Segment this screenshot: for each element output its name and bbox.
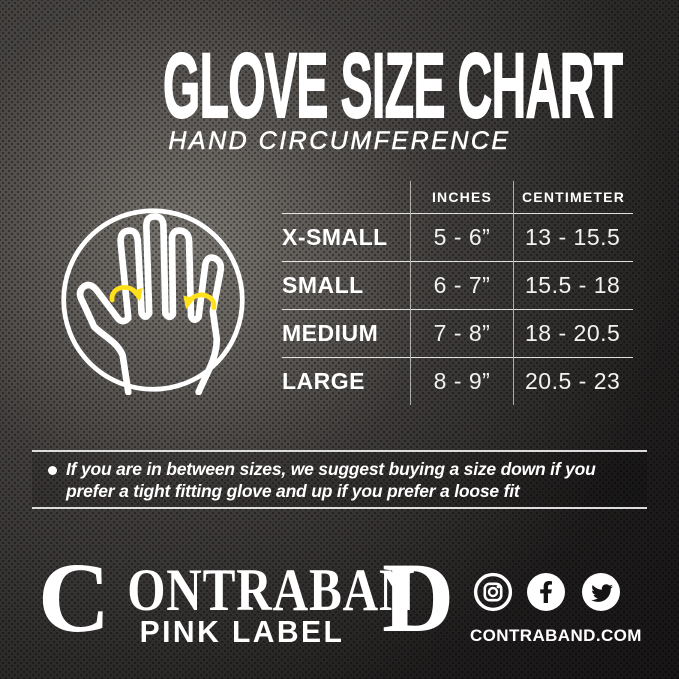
- facebook-icon: [527, 573, 565, 611]
- row-large-cm: 20.5 - 23: [513, 357, 633, 405]
- row-large-inches: 8 - 9”: [410, 357, 513, 405]
- logo-word-ontraban: ONTRABAN: [127, 557, 416, 623]
- logo-letter-d: D: [382, 542, 455, 653]
- website-url: CONTRABAND.COM: [470, 626, 642, 645]
- row-large-label: LARGE: [282, 357, 410, 405]
- row-xsmall-inches: 5 - 6”: [410, 213, 513, 261]
- circle-outline: [61, 208, 245, 392]
- row-medium-label: MEDIUM: [282, 309, 410, 357]
- social-icons: [473, 572, 620, 612]
- table-header-centimeter: CENTIMETER: [513, 181, 633, 213]
- table-header-inches: INCHES: [410, 181, 513, 213]
- row-small-inches: 6 - 7”: [410, 261, 513, 309]
- row-xsmall-label: X-SMALL: [282, 213, 410, 261]
- row-medium-inches: 7 - 8”: [410, 309, 513, 357]
- right-measure-arrow-icon: [183, 292, 217, 310]
- hand-circumference-icon: [61, 208, 245, 395]
- sizing-note-line1: If you are in between sizes, we suggest …: [66, 459, 596, 479]
- contraband-logo: C ONTRABAN PINK LABEL D: [38, 548, 454, 650]
- logo-middle-block: ONTRABAN PINK LABEL: [102, 557, 416, 650]
- row-medium-cm: 18 - 20.5: [513, 309, 633, 357]
- twitter-icon: [582, 573, 620, 611]
- page-subtitle: HAND CIRCUMFERENCE: [168, 127, 511, 156]
- instagram-icon: [473, 572, 513, 612]
- logo-letter-c: C: [38, 542, 111, 653]
- sizing-note-text: If you are in between sizes, we suggest …: [66, 458, 596, 503]
- logo-pink-label: PINK LABEL: [139, 614, 345, 649]
- bullet-icon: [48, 466, 57, 475]
- row-small-label: SMALL: [282, 261, 410, 309]
- row-xsmall-cm: 13 - 15.5: [513, 213, 633, 261]
- row-small-cm: 15.5 - 18: [513, 261, 633, 309]
- sizing-note: If you are in between sizes, we suggest …: [32, 450, 647, 509]
- hand-outline: [76, 213, 225, 395]
- left-measure-arrow-icon: [109, 285, 143, 303]
- table-header-size: [282, 181, 410, 213]
- page-title: GLOVE SIZE CHART: [162, 35, 623, 137]
- sizing-note-line2: prefer a tight fitting glove and up if y…: [66, 481, 520, 502]
- size-table: INCHES CENTIMETER X-SMALL 5 - 6” 13 - 15…: [282, 181, 633, 405]
